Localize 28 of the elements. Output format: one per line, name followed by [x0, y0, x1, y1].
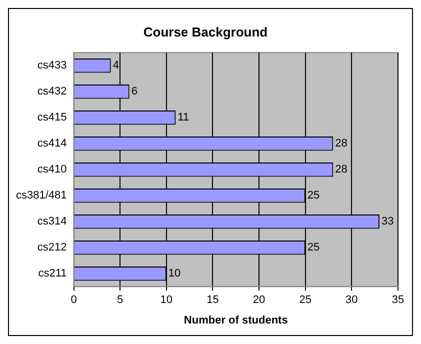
- data-label: 6: [131, 86, 138, 98]
- x-tick-label: 5: [117, 294, 124, 306]
- data-label: 25: [307, 190, 320, 202]
- x-tick-label: 30: [346, 294, 358, 306]
- y-tick-label: cs314: [37, 216, 67, 228]
- data-label: 4: [112, 60, 119, 72]
- data-label: 11: [178, 112, 190, 124]
- chart-title: Course Background: [143, 24, 268, 40]
- x-tick-label: 0: [70, 294, 77, 306]
- data-label: 10: [168, 268, 181, 280]
- x-axis-title: Number of students: [184, 314, 288, 326]
- data-label: 28: [335, 138, 348, 150]
- x-tick-label: 25: [299, 294, 312, 306]
- y-tick-label: cs432: [37, 86, 67, 98]
- y-tick-label: cs381/481: [16, 190, 67, 202]
- x-tick-label: 20: [252, 294, 266, 306]
- y-tick-label: cs415: [37, 112, 67, 124]
- data-label: 33: [381, 216, 394, 228]
- data-label: 28: [335, 164, 348, 176]
- y-tick-label: cs211: [38, 268, 67, 280]
- x-tick-label: 35: [392, 294, 404, 306]
- y-tick-label: cs433: [37, 60, 67, 72]
- y-tick-label: cs414: [37, 138, 67, 150]
- x-tick-label: 10: [160, 294, 173, 306]
- y-tick-label: cs212: [37, 242, 67, 254]
- data-label: 25: [307, 242, 320, 254]
- x-tick-label: 15: [206, 294, 219, 306]
- y-tick-label: cs410: [37, 164, 67, 176]
